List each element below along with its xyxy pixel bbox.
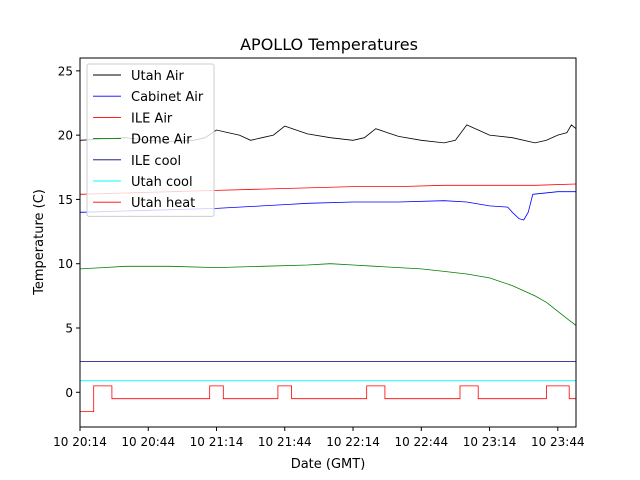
legend-label: Utah cool	[131, 175, 193, 190]
x-tick-label: 10 21:44	[258, 435, 312, 449]
legend-label: ILE cool	[131, 154, 181, 169]
y-tick-label: 10	[58, 257, 73, 271]
legend-label: Cabinet Air	[131, 90, 204, 105]
legend-box	[86, 63, 215, 217]
x-tick-label: 10 22:44	[394, 435, 448, 449]
x-tick-label: 10 20:44	[121, 435, 175, 449]
x-axis: 10 20:14 10 20:44 10 21:14 10 21:44 10 22:14…	[53, 427, 585, 449]
y-tick-label: 25	[58, 64, 73, 78]
y-tick-label: 5	[65, 322, 73, 336]
series-line-utah-heat	[80, 385, 576, 412]
y-tick-label: 20	[58, 129, 73, 143]
x-axis-label: Date (GMT)	[291, 457, 366, 472]
x-tick-label: 10 21:14	[190, 435, 244, 449]
legend-label: Utah Air	[131, 69, 184, 84]
x-tick-label: 10 23:44	[531, 435, 585, 449]
y-tick-label: 0	[65, 386, 73, 400]
chart-title: APOLLO Temperatures	[240, 35, 418, 54]
legend: Utah Air Cabinet Air ILE Air Dome Air ILE co…	[86, 63, 215, 217]
legend-label: ILE Air	[131, 111, 173, 126]
legend-label: Dome Air	[131, 133, 192, 148]
series-line-dome-air	[80, 263, 576, 326]
x-tick-label: 10 22:14	[326, 435, 380, 449]
y-tick-label: 15	[58, 193, 73, 207]
y-axis-label: Temperature (C)	[32, 189, 47, 296]
legend-label: Utah heat	[131, 196, 195, 211]
x-tick-label: 10 20:14	[53, 435, 107, 449]
x-tick-label: 10 23:14	[463, 435, 517, 449]
y-axis: 0 5 10 15 20 25	[58, 64, 80, 400]
plot-frame	[79, 57, 577, 428]
